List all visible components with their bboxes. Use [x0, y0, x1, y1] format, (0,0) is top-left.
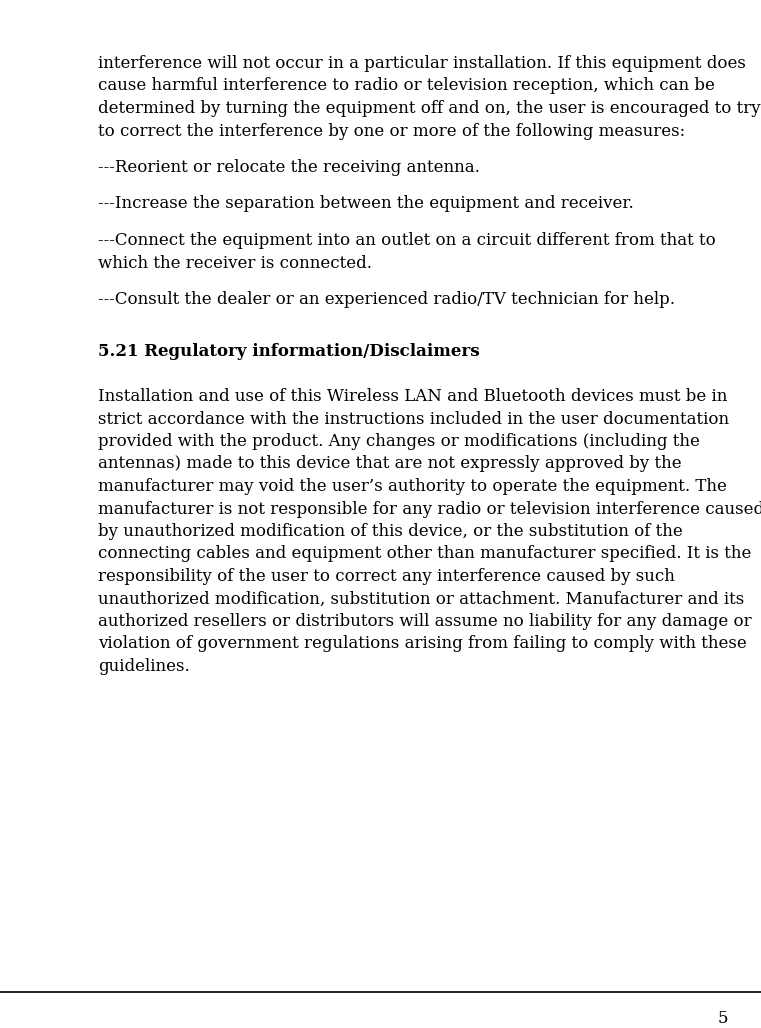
Text: strict accordance with the instructions included in the user documentation: strict accordance with the instructions … [98, 410, 729, 428]
Text: determined by turning the equipment off and on, the user is encouraged to try: determined by turning the equipment off … [98, 100, 761, 117]
Text: authorized resellers or distributors will assume no liability for any damage or: authorized resellers or distributors wil… [98, 613, 752, 630]
Text: manufacturer is not responsible for any radio or television interference caused: manufacturer is not responsible for any … [98, 501, 761, 517]
Text: violation of government regulations arising from failing to comply with these: violation of government regulations aris… [98, 635, 747, 653]
Text: to correct the interference by one or more of the following measures:: to correct the interference by one or mo… [98, 122, 685, 140]
Text: Installation and use of this Wireless LAN and Bluetooth devices must be in: Installation and use of this Wireless LA… [98, 388, 728, 405]
Text: connecting cables and equipment other than manufacturer specified. It is the: connecting cables and equipment other th… [98, 546, 751, 562]
Text: unauthorized modification, substitution or attachment. Manufacturer and its: unauthorized modification, substitution … [98, 590, 744, 608]
Text: by unauthorized modification of this device, or the substitution of the: by unauthorized modification of this dev… [98, 523, 683, 540]
Text: ---Consult the dealer or an experienced radio/TV technician for help.: ---Consult the dealer or an experienced … [98, 291, 675, 308]
Text: 5: 5 [718, 1009, 728, 1027]
Text: guidelines.: guidelines. [98, 658, 189, 675]
Text: cause harmful interference to radio or television reception, which can be: cause harmful interference to radio or t… [98, 77, 715, 95]
Text: ---Connect the equipment into an outlet on a circuit different from that to: ---Connect the equipment into an outlet … [98, 232, 716, 249]
Text: ---Reorient or relocate the receiving antenna.: ---Reorient or relocate the receiving an… [98, 159, 480, 176]
Text: provided with the product. Any changes or modifications (including the: provided with the product. Any changes o… [98, 433, 700, 450]
Text: manufacturer may void the user’s authority to operate the equipment. The: manufacturer may void the user’s authori… [98, 478, 727, 495]
Text: responsibility of the user to correct any interference caused by such: responsibility of the user to correct an… [98, 568, 675, 585]
Text: antennas) made to this device that are not expressly approved by the: antennas) made to this device that are n… [98, 455, 682, 473]
Text: ---Increase the separation between the equipment and receiver.: ---Increase the separation between the e… [98, 195, 634, 213]
Text: interference will not occur in a particular installation. If this equipment does: interference will not occur in a particu… [98, 56, 746, 72]
Text: which the receiver is connected.: which the receiver is connected. [98, 255, 372, 271]
Text: 5.21 Regulatory information/Disclaimers: 5.21 Regulatory information/Disclaimers [98, 343, 479, 361]
